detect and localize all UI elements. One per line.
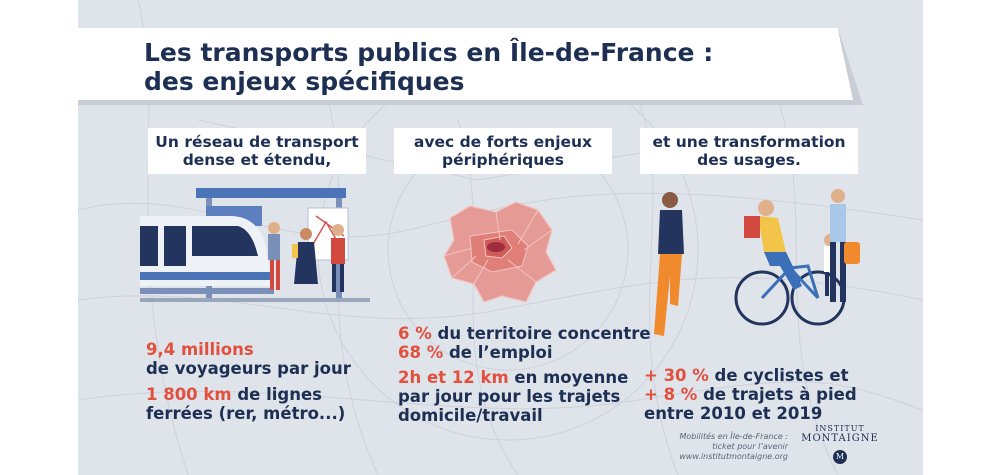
paris-center: [487, 242, 505, 252]
train-stripe: [140, 272, 270, 280]
credit-url: www.institutmontaigne.org: [679, 452, 788, 461]
column-heading-periphery: avec de forts enjeux périphériques: [394, 128, 612, 174]
stat-commute-label-2: par jour pour les trajets: [398, 387, 621, 406]
train-window: [140, 226, 158, 266]
column-heading-network: Un réseau de transport dense et étendu,: [148, 128, 366, 174]
stat-territory-value: 6 %: [398, 324, 432, 343]
stat-territory-label: du territoire concentre: [431, 324, 651, 343]
train-window: [164, 226, 186, 266]
cyclist: [758, 200, 774, 216]
stat-commute-value: 2h et 12 km: [398, 368, 509, 387]
stat-commute: 2h et 12 km en moyenne par jour pour les…: [398, 368, 628, 425]
stat-travellers: 9,4 millions de voyageurs par jour: [146, 340, 351, 378]
train-station-illustration: [140, 188, 370, 302]
infographic-poster: Les transports publics en Île-de-France …: [78, 0, 923, 475]
institut-montaigne-logo: INSTITUT MONTAIGNE M: [800, 424, 880, 464]
station-roof: [196, 188, 346, 198]
stat-commute-label-3: domicile/travail: [398, 406, 543, 425]
stat-period-label: entre 2010 et 2019: [644, 404, 823, 423]
stat-cyclists-value: + 30 %: [644, 366, 709, 385]
stat-rail-label: de lignes: [231, 385, 322, 404]
credit-line-2: ticket pour l’avenir: [712, 442, 788, 451]
stat-territory: 6 % du territoire concentre 68 % de l’em…: [398, 324, 651, 362]
stat-employment-value: 68 %: [398, 343, 444, 362]
stat-walking-value: + 8 %: [644, 385, 698, 404]
logo-line-2: MONTAIGNE: [801, 433, 879, 444]
column-heading-usage: et une transformation des usages.: [640, 128, 858, 174]
walking-man: [831, 189, 845, 203]
train-window: [192, 226, 258, 256]
stat-travellers-label: de voyageurs par jour: [146, 359, 351, 378]
passenger: [300, 228, 312, 240]
passenger: [268, 222, 280, 234]
stat-rail-lines: 1 800 km de lignes ferrées (rer, métro..…: [146, 385, 345, 423]
ile-de-france-map: [443, 201, 557, 303]
cyclists-pedestrians-illustration: [654, 189, 860, 336]
train-track: [140, 288, 274, 294]
passenger: [332, 224, 344, 236]
logo-badge: M: [833, 450, 847, 464]
stat-walking-label: de trajets à pied: [697, 385, 857, 404]
credit-line-1: Mobilités en Île-de-France :: [679, 432, 788, 441]
stat-rail-value: 1 800 km: [146, 385, 232, 404]
stat-rail-label-2: ferrées (rer, métro...): [146, 404, 346, 423]
logo-line-1: INSTITUT: [815, 424, 865, 433]
stat-employment-label: de l’emploi: [443, 343, 553, 362]
page-title: Les transports publics en Île-de-France …: [144, 38, 714, 96]
stat-usage: + 30 % de cyclistes et + 8 % de trajets …: [644, 366, 857, 423]
stat-commute-label: en moyenne: [508, 368, 629, 387]
pedestrian-woman: [662, 192, 678, 208]
source-credit: Mobilités en Île-de-France : ticket pour…: [638, 432, 788, 462]
platform: [140, 298, 370, 302]
bag: [844, 242, 860, 264]
stat-cyclists-label: de cyclistes et: [708, 366, 849, 385]
title-banner: Les transports publics en Île-de-France …: [78, 28, 853, 100]
bicycle-wheel: [734, 270, 790, 326]
stat-travellers-value: 9,4 millions: [146, 340, 254, 359]
